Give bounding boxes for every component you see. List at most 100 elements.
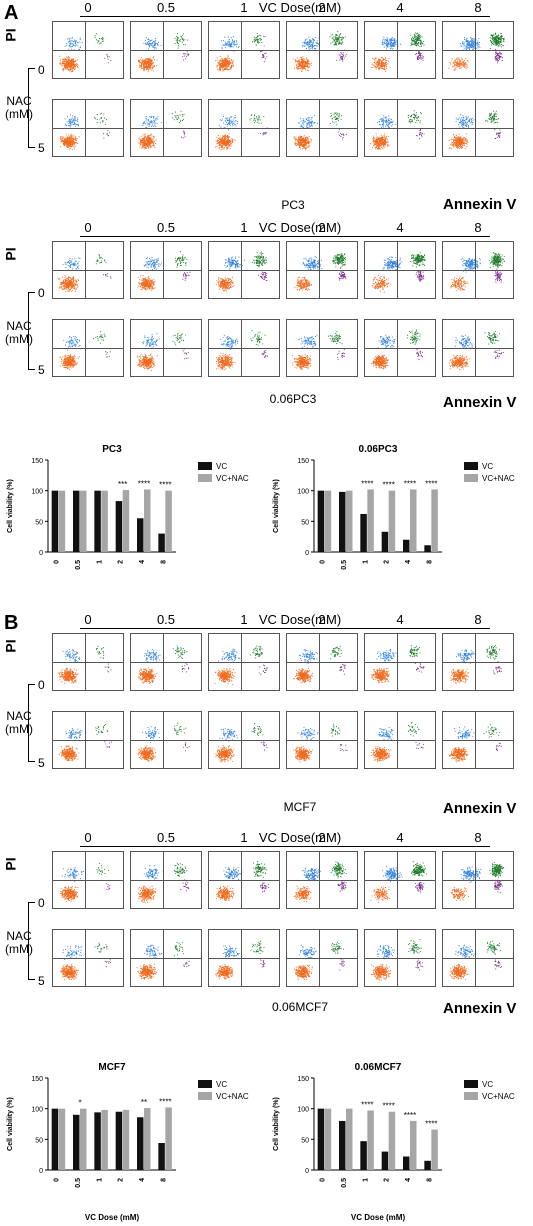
bar xyxy=(403,539,410,552)
flow-scatter xyxy=(448,330,504,371)
dose-label-0_5: 0.5 xyxy=(146,0,186,15)
bar xyxy=(122,1109,130,1170)
panel-letter-a: A xyxy=(4,2,18,25)
quadrant-line xyxy=(443,662,513,663)
bar xyxy=(367,1110,374,1170)
quadrant-line xyxy=(287,880,357,881)
dose-rule xyxy=(80,628,490,629)
flow-plot xyxy=(286,929,358,987)
significance-marker: **** xyxy=(361,1101,373,1110)
flow-plot xyxy=(208,241,280,299)
flow-scatter xyxy=(59,112,111,150)
flow-plot xyxy=(52,929,124,987)
significance-marker: **** xyxy=(159,481,171,490)
flow-scatter xyxy=(59,33,112,73)
panel-letter-b: B xyxy=(4,612,18,635)
flow-plot xyxy=(130,21,202,79)
bar xyxy=(388,1111,396,1170)
x-tick-label: 8 xyxy=(160,560,167,564)
bar xyxy=(403,1156,410,1170)
y-axis-label: Cell viability (%) xyxy=(273,1097,280,1151)
flow-scatter xyxy=(370,861,427,903)
x-tick-label: 0.5 xyxy=(75,1178,82,1188)
flow-block-b1: VC Dose(mM) PI NAC (mM) 0 5 0 0.5 1 2 4 8 MCF7… xyxy=(0,612,533,817)
flow-plot xyxy=(286,633,358,691)
quadrant-line xyxy=(443,50,513,51)
y-tick-label: 150 xyxy=(297,458,309,465)
quadrant-line xyxy=(209,270,279,271)
flow-plot xyxy=(208,929,280,987)
x-tick-label: 4 xyxy=(139,560,146,564)
dose-title: VC Dose(mM) xyxy=(150,0,450,15)
quadrant-line xyxy=(53,740,123,741)
flow-plot xyxy=(286,99,358,157)
chart-title: MCF7 xyxy=(98,1062,126,1073)
x-tick-label: 0.5 xyxy=(341,560,348,570)
bar xyxy=(101,1109,108,1170)
row-label-0: 0 xyxy=(38,896,45,910)
flow-plot xyxy=(130,241,202,299)
annexin-axis-label: Annexin V xyxy=(443,394,516,411)
quadrant-line xyxy=(131,348,201,349)
quadrant-line xyxy=(443,740,513,741)
bar xyxy=(165,490,172,552)
legend-swatch xyxy=(198,474,212,482)
quadrant-line xyxy=(209,348,279,349)
bar-chart-pc3: PC3 0 50 100 150 Cell viability (%) 0 0.5 1 2 *** 4… xyxy=(7,444,249,570)
bar xyxy=(367,489,374,552)
flow-scatter xyxy=(215,330,268,371)
bar xyxy=(58,1108,66,1170)
quadrant-line xyxy=(131,740,201,741)
flow-plot xyxy=(364,241,436,299)
bar xyxy=(410,1120,417,1170)
bar xyxy=(101,490,108,552)
flow-scatter xyxy=(293,723,348,763)
bar xyxy=(165,1107,172,1170)
nac-label: NAC (mM) xyxy=(4,930,34,956)
x-axis-label: VC Dose (mM) xyxy=(85,1213,140,1222)
dose-label-1: 1 xyxy=(224,0,264,15)
quadrant-line xyxy=(365,958,435,959)
quadrant-line xyxy=(53,270,123,271)
flow-scatter xyxy=(215,251,268,292)
flow-scatter xyxy=(138,645,190,685)
x-tick-label: 1 xyxy=(96,560,103,564)
y-axis-label: Cell viability (%) xyxy=(273,479,280,533)
flow-scatter xyxy=(293,941,345,981)
flow-plot xyxy=(208,99,280,157)
x-tick-label: 0 xyxy=(54,560,61,564)
flow-scatter xyxy=(370,645,425,684)
dose-label-2: 2 xyxy=(302,0,342,15)
x-tick-label: 4 xyxy=(139,1178,146,1182)
pi-axis-label: PI xyxy=(3,639,19,652)
bar xyxy=(73,490,80,552)
quadrant-line xyxy=(365,740,435,741)
pi-axis-label: PI xyxy=(3,28,19,41)
quadrant-line xyxy=(365,348,435,349)
quadrant-line xyxy=(365,128,435,129)
dose-label-1: 1 xyxy=(224,612,264,627)
legend-label: VC xyxy=(482,1080,493,1089)
bar xyxy=(324,490,332,552)
quadrant-line xyxy=(287,958,357,959)
bar xyxy=(80,490,87,552)
flow-plot xyxy=(52,633,124,691)
y-tick-label: 100 xyxy=(297,489,309,496)
flow-scatter xyxy=(293,645,346,684)
significance-marker: **** xyxy=(361,479,373,488)
flow-scatter xyxy=(137,722,190,762)
legend-swatch xyxy=(464,1080,478,1088)
flow-plot xyxy=(286,21,358,79)
row-label-0: 0 xyxy=(38,286,45,300)
significance-marker: ** xyxy=(141,1098,147,1107)
legend-swatch xyxy=(464,474,478,482)
legend-swatch xyxy=(198,1080,212,1088)
flow-scatter xyxy=(294,252,347,291)
quadrant-line xyxy=(131,128,201,129)
y-tick-label: 100 xyxy=(31,489,43,496)
quadrant-line xyxy=(443,958,513,959)
quadrant-line xyxy=(287,128,357,129)
nac-label: NAC (mM) xyxy=(4,710,34,736)
x-tick-label: 0 xyxy=(320,1178,327,1182)
y-tick-label: 50 xyxy=(35,519,43,526)
